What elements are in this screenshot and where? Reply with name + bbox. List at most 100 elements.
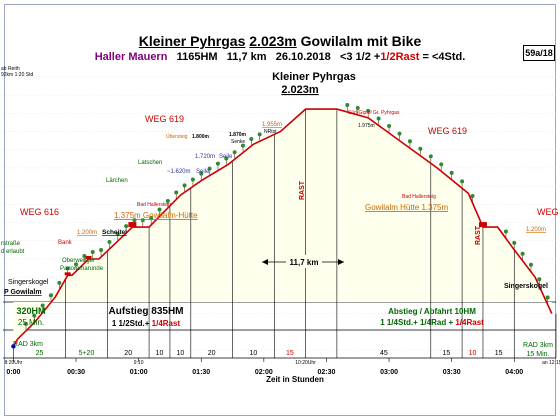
tree-crown [439,162,444,167]
tree-crown [115,232,120,237]
aufstieg-label: Aufstieg 835HM [108,306,183,317]
subtitle-distance: 11,7 km [226,51,267,63]
tree-crown [528,262,533,267]
segment-duration: 10 [176,350,184,357]
elev-1975: 1.975m [358,123,375,129]
seile-2: Seile [196,169,210,175]
bad-hallersteig-label: Bad Hallersteig [137,202,171,208]
subtitle-total: = <4Std. [422,51,466,63]
bad-hallersteig-right: Bad Hallersteig [402,194,436,200]
scheitel-elev: 1.200m [77,230,97,236]
tree-crown [207,166,212,171]
x-tick-label: 00:30 [67,369,85,376]
clock-time: 9:10 [134,360,144,366]
tree-crown [460,179,465,184]
singerskogel-left: Singerskogel [8,279,49,286]
distance-label-bg [286,255,322,268]
subtitle-rast: 1/2Rast [380,51,420,63]
tree-crown [537,277,542,282]
latschen-label: Latschen [138,160,162,166]
subtitle-hm: 1165HM [176,51,218,63]
x-tick-label: 04:00 [505,369,523,376]
tree-crown [132,218,137,223]
right-rad: RAD 3km [523,342,553,349]
tree-crown [397,131,402,136]
tree-crown [157,207,162,212]
left-hm: 320HM [16,306,45,316]
tree-crown [140,218,145,223]
outer-frame [4,4,556,416]
tree-crown [190,177,195,182]
abstieg-label: Abstieg / Abfahrt 10HM [388,307,476,316]
bench-marker [64,272,71,276]
bench-marker [85,255,92,259]
tree-crown [249,136,254,141]
forststrasse-label: rstraße [1,241,21,247]
elev-1955: 1.955m [262,122,282,128]
segment-duration: 15 [286,350,294,357]
left-min: 25 Min. [18,318,44,327]
hut-marker [128,222,137,228]
x-axis-label: Zeit in Stunden [266,375,324,384]
subtitle-date: 26.10.2018 [275,51,331,63]
tree-crown [224,156,229,161]
segment-duration: 15 [443,350,451,357]
gowilalm-parking: P Gowilalm [4,289,42,296]
side-note: ab Reith 92km 1:20 Std [1,66,33,78]
tree-crown [165,198,170,203]
tree-crown [376,116,381,121]
tree-crown [512,240,517,245]
clock-time-labels: 8:20Uhr 9:10 10:20Uhr an 12:15 [5,360,560,366]
tree-crown [107,240,112,245]
scheitel-label: Scheitel [102,229,127,236]
main-title: Kleiner Pyhrgas 2.023m Gowilalm mit Bike [0,33,560,49]
x-tick-label: 01:00 [130,369,148,376]
tour-badge: 59a/18 [523,45,555,61]
tree-crown [418,146,423,151]
trees [23,103,550,330]
panoramarunde-label: Panoramarunde [60,266,104,272]
subtitle-time: <3 1/2 + [339,51,381,63]
distance-arrow-right-head [338,259,344,265]
x-axis-ticks: 0:00 00:30 01:00 01:30 02:00 02:30 03:00 03:30 0… [6,358,523,376]
summit-elev-label: 2.023m [281,84,319,96]
side-note-line-2: 92km 1:20 Std [1,72,34,78]
right-min: 15 Min. [527,351,550,358]
title-peak: Kleiner Pyhrgas [138,33,246,49]
elev-1870: 1.870m [229,132,247,138]
subtitle-area: Haller Mauern [94,51,168,63]
tree-crown [470,194,475,199]
ubersteig-label: Übersteig [166,133,188,140]
x-tick-label: 02:30 [317,369,335,376]
weg619-right: WEG 619 [428,126,467,136]
larchen-label: Lärchen [106,178,128,184]
distance-arrow-left-head [262,259,268,265]
abstieg-time: 1 1/4Std.+ 1/4Rad + 1/4Rast [380,318,484,327]
tree-crown [99,247,104,252]
segment-lines [13,109,557,358]
x-tick-label: 0:00 [6,369,20,376]
weg-right-edge: WEG 6 [537,207,560,217]
side-note-line-1: ab Reith [1,66,20,72]
elev-1800: 1.800m [192,134,210,140]
segment-duration: 10 [469,350,477,357]
weg619-left: WEG 619 [145,114,184,124]
gowilalm-right-label: Gowilalm Hütte 1.375m [365,203,448,212]
gowilalm-left-label: 1.375m Gowilalm-Hütte [114,211,198,220]
tree-crown [90,249,95,254]
x-tick-label: 01:30 [192,369,210,376]
seile-1: Seile [219,154,233,160]
tree-crown [74,262,79,267]
tree-crown [503,229,508,234]
title-elevation: 2.023m [249,33,297,49]
bike-erlaubt-label: d erlaubt [1,249,25,255]
tree-crown [428,154,433,159]
segment-duration: 25 [36,350,44,357]
start-marker [11,344,16,349]
elev-1720: 1.720m [195,154,215,160]
hut-marker [478,222,487,228]
tree-crown [174,190,179,195]
profile-area [13,109,552,347]
